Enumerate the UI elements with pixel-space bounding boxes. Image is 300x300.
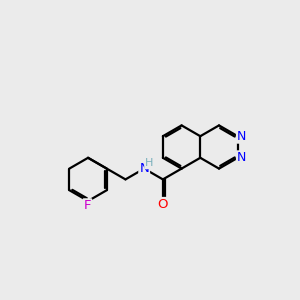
Text: O: O (158, 198, 168, 211)
Text: H: H (145, 158, 154, 168)
Text: N: N (139, 162, 149, 175)
Text: F: F (84, 199, 91, 212)
Text: N: N (237, 151, 246, 164)
Text: N: N (237, 130, 246, 143)
